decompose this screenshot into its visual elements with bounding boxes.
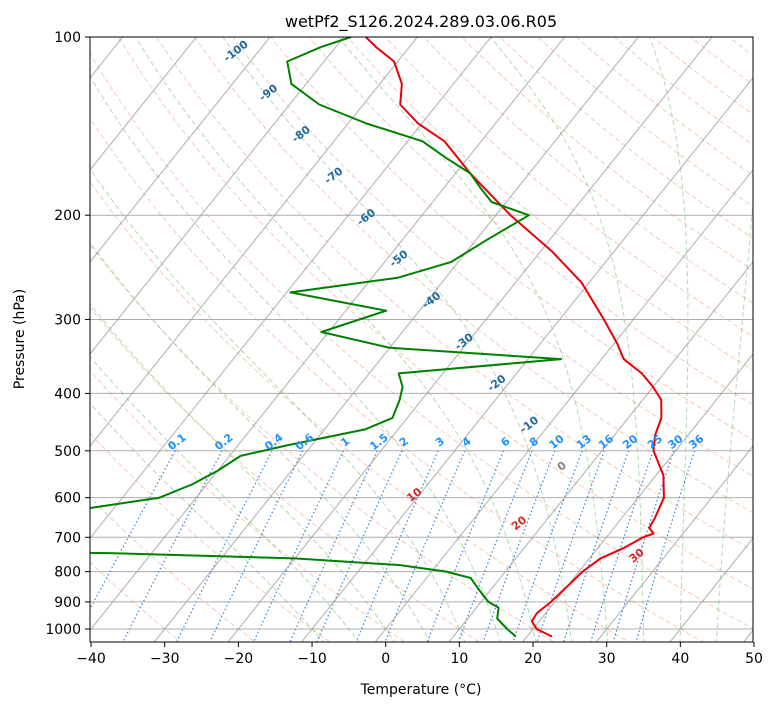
temperature-profile-line: [365, 37, 665, 638]
dry-adiabat-line: [769, 10, 775, 644]
y-tick-label: 600: [54, 491, 81, 507]
isotherm-line: [300, 76, 753, 642]
x-axis: −40 −30 −20 −10 0 10 20 30 40 50: [76, 642, 763, 667]
isotherm-line: [90, 37, 345, 355]
mixing-ratio-line: [612, 450, 675, 642]
x-tick-label: −40: [76, 651, 106, 667]
plot-frame: [89, 36, 754, 643]
mixing-ratio-lines: [90, 450, 696, 642]
dry-adiabat-line: [90, 181, 630, 642]
dry-adiabat-line: [575, 37, 753, 177]
dry-adiabat-line: [194, 37, 753, 514]
dry-adiabat-line: [155, 37, 753, 552]
isotherm-line: [153, 37, 639, 642]
dry-adiabat-line: [117, 37, 753, 590]
dry-adiabat-line: [461, 37, 753, 271]
y-tick-label: 400: [54, 386, 81, 402]
dry-adiabat-line: [384, 37, 753, 337]
isotherm-line: [90, 37, 418, 447]
chart-title: wetPf2_S126.2024.289.03.06.R05: [285, 12, 557, 32]
isotherm-line: [90, 37, 492, 540]
y-tick-label: 700: [54, 530, 81, 546]
x-tick-label: −20: [224, 651, 254, 667]
isotherm-line: [90, 37, 566, 632]
x-axis-label: Temperature (°C): [360, 682, 482, 698]
mixing-ratio-line: [316, 450, 403, 642]
sounding-profiles: [90, 37, 665, 638]
isotherm-line: [374, 169, 753, 642]
dry-adiabat-label: 40: [751, 577, 771, 597]
x-tick-label: 10: [450, 651, 468, 667]
isotherm-line: [90, 37, 271, 263]
y-tick-label: 1000: [45, 622, 81, 638]
mixing-ratio-line: [635, 450, 696, 642]
isotherm-line: [448, 261, 753, 642]
isotherm-line: [90, 37, 198, 171]
y-tick-label: 100: [54, 30, 81, 46]
y-tick-label: 200: [54, 208, 81, 224]
dry-adiabat-line: [90, 306, 481, 642]
y-tick-label: 300: [54, 312, 81, 328]
mixing-ratio-line: [289, 450, 378, 642]
x-tick-label: 30: [598, 651, 616, 667]
mixing-ratio-line: [122, 450, 223, 642]
plot-background: [90, 37, 753, 642]
moist-adiabat-line: [90, 75, 501, 642]
mixing-ratio-line: [482, 450, 556, 642]
mixing-ratio-line: [457, 450, 533, 642]
isobars: [90, 37, 753, 630]
x-tick-label: 40: [671, 651, 689, 667]
x-tick-label: 20: [524, 651, 542, 667]
mixing-ratio-line: [175, 450, 273, 642]
dewpoint-profile-line: [90, 37, 563, 638]
isotherms: [90, 37, 753, 642]
dry-adiabats: [90, 10, 775, 644]
x-tick-label: −30: [150, 651, 180, 667]
dry-adiabat-line: [232, 37, 753, 477]
isotherm-line: [521, 353, 753, 642]
x-tick-label: −10: [297, 651, 327, 667]
mixing-ratio-line: [384, 450, 466, 642]
y-axis: 100 200 300 400 500 600 700 800 900 1000: [45, 30, 90, 638]
dry-adiabat-line: [270, 37, 753, 441]
isotherm-line: [227, 37, 713, 642]
y-tick-label: 800: [54, 565, 81, 581]
x-tick-label: 0: [381, 651, 390, 667]
mixing-ratio-line: [355, 450, 439, 642]
x-tick-label: 50: [745, 651, 763, 667]
isotherm-line: [595, 445, 753, 642]
dry-adiabat-line: [90, 52, 753, 629]
y-axis-label: Pressure (hPa): [12, 289, 28, 389]
y-tick-label: 900: [54, 595, 81, 611]
dry-adiabat-line: [308, 37, 753, 406]
y-tick-label: 500: [54, 444, 81, 460]
dry-adiabat-line: [346, 37, 753, 371]
mixing-ratio-line: [426, 450, 505, 642]
dry-adiabat-line: [499, 37, 753, 239]
moist-adiabat-line: [90, 168, 466, 642]
mixing-ratio-line: [90, 450, 176, 611]
